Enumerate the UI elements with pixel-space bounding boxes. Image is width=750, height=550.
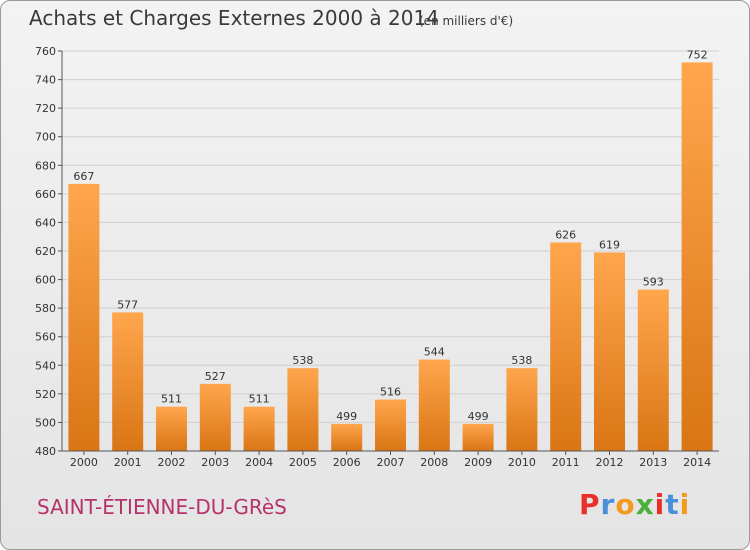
bar-value-label: 667 (73, 170, 94, 183)
bars (68, 62, 713, 452)
y-tick-label: 700 (35, 131, 56, 144)
bar-2013 (637, 289, 669, 451)
x-tick-label: 2008 (420, 456, 448, 469)
logo-letter: i (679, 488, 691, 521)
logo-letter: x (635, 488, 655, 521)
bar-2000 (68, 183, 100, 451)
y-tick-label: 640 (35, 216, 56, 229)
y-tick-label: 740 (35, 74, 56, 87)
bar-2002 (156, 406, 187, 451)
bar-value-label: 499 (468, 410, 489, 423)
bar-value-label: 752 (687, 48, 708, 61)
bar-value-label: 538 (292, 354, 313, 367)
logo-letter: P (579, 488, 601, 521)
bar-value-label: 577 (117, 298, 138, 311)
bar-2001 (112, 312, 144, 451)
x-tick-label: 2013 (639, 456, 667, 469)
bar-2012 (594, 252, 625, 451)
x-tick-label: 2006 (333, 456, 361, 469)
y-tick-label: 540 (35, 359, 56, 372)
x-tick-label: 2010 (508, 456, 536, 469)
proxiti-logo: Proxiti (579, 488, 690, 521)
bar-2008 (418, 359, 450, 451)
bar-value-label: 511 (161, 393, 182, 406)
axes (58, 50, 719, 455)
bar-2010 (506, 368, 538, 451)
y-tick-label: 660 (35, 188, 56, 201)
x-tick-label: 2011 (552, 456, 580, 469)
x-tick-label: 2002 (158, 456, 186, 469)
y-tick-label: 480 (35, 445, 56, 458)
x-tick-label: 2012 (596, 456, 624, 469)
y-tick-label: 680 (35, 159, 56, 172)
bar-value-label: 538 (511, 354, 532, 367)
chart-title: Achats et Charges Externes 2000 à 2014 (29, 6, 439, 30)
bar-value-label: 516 (380, 386, 401, 399)
y-tick-label: 520 (35, 388, 56, 401)
x-tick-label: 2003 (201, 456, 229, 469)
y-tick-label: 560 (35, 331, 56, 344)
logo-letter: o (615, 488, 636, 521)
logo-letter: t (665, 488, 680, 521)
x-tick-label: 2004 (245, 456, 273, 469)
y-tick-label: 600 (35, 274, 56, 287)
y-tick-label: 620 (35, 245, 56, 258)
bar-value-label: 593 (643, 276, 664, 289)
x-tick-label: 2001 (114, 456, 142, 469)
x-tick-label: 2005 (289, 456, 317, 469)
logo-letter: i (654, 488, 666, 521)
bar-2004 (243, 406, 275, 451)
bar-2003 (199, 383, 231, 451)
bar-value-label: 544 (424, 346, 445, 359)
x-tick-label: 2009 (464, 456, 492, 469)
bar-2009 (462, 423, 494, 451)
x-tick-label: 2014 (683, 456, 711, 469)
y-tick-label: 500 (35, 416, 56, 429)
y-tick-label: 720 (35, 102, 56, 115)
bar-value-label: 626 (555, 228, 576, 241)
y-tick-label: 580 (35, 302, 56, 315)
commune-name: SAINT-ÉTIENNE-DU-GRèS (37, 495, 287, 519)
x-tick-label: 2007 (377, 456, 405, 469)
bar-value-label: 619 (599, 238, 620, 251)
logo-letter: r (600, 488, 616, 521)
bar-value-label: 527 (205, 370, 226, 383)
bar-2007 (375, 399, 406, 451)
y-tick-label: 760 (35, 45, 56, 58)
bar-2014 (681, 62, 713, 452)
bar-value-label: 499 (336, 410, 357, 423)
x-tick-label: 2000 (70, 456, 98, 469)
chart-subtitle: (en milliers d'€) (419, 14, 514, 28)
bar-2005 (287, 368, 319, 451)
bar-2011 (550, 242, 582, 451)
labels: 480 500 520 540 560 580 600 620 640 660 680 700 720 7… (35, 45, 711, 469)
bar-2006 (331, 423, 363, 451)
bar-value-label: 511 (249, 393, 270, 406)
